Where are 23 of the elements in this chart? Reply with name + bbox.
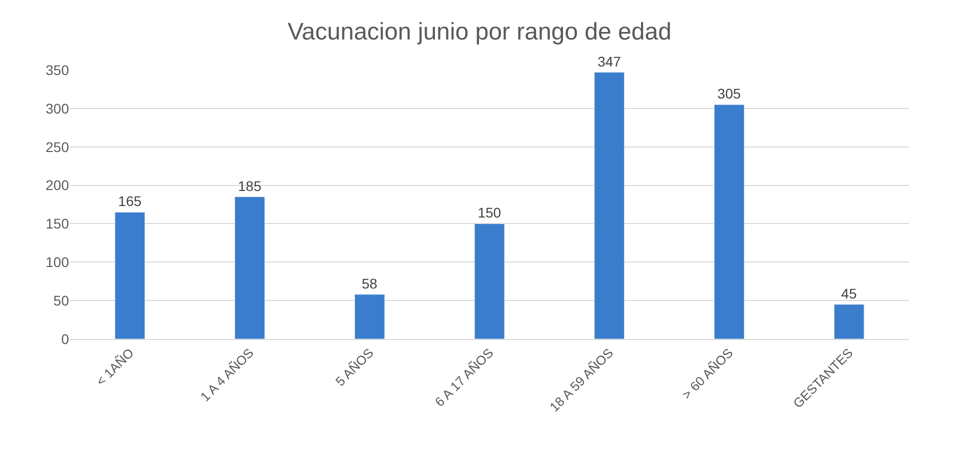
data-label: 165: [118, 193, 142, 210]
y-tick-label: 150: [46, 216, 70, 232]
y-tick-label: 100: [46, 254, 70, 270]
data-label: 185: [238, 178, 262, 194]
bar: [594, 72, 625, 339]
data-label: 150: [478, 204, 502, 221]
y-tick-label: 300: [46, 100, 70, 116]
data-label: 305: [717, 86, 741, 102]
bar: [714, 104, 744, 339]
chart-title: Vacunacion junio por rango de edad: [288, 18, 672, 46]
y-tick-label: 350: [46, 62, 70, 78]
data-label: 347: [598, 53, 622, 70]
data-label: 58: [362, 275, 378, 292]
y-tick-label: 0: [61, 330, 70, 347]
bar: [474, 223, 505, 339]
bar: [234, 196, 266, 339]
data-label: 45: [841, 285, 857, 302]
y-tick-label: 250: [46, 138, 70, 155]
bar: [114, 212, 146, 339]
bar: [834, 304, 864, 339]
y-tick-label: 50: [53, 292, 70, 308]
y-tick-label: 200: [46, 177, 70, 194]
bar: [354, 294, 385, 339]
